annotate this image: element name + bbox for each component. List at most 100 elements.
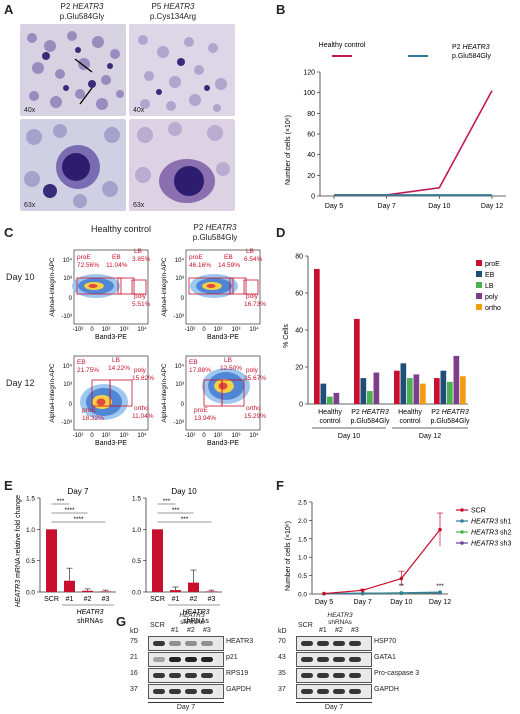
gate-label-EB: EB xyxy=(112,254,121,261)
e-sig-stars: **** xyxy=(64,507,75,514)
e-sig-stars: *** xyxy=(57,498,65,505)
flow-plot-hc10: 10⁴ 10³ 0 -10³ -10² 0 10² 10³ 10⁴ Band3-PE Alpha4-… xyxy=(49,248,151,341)
d-ytick-label: 20 xyxy=(295,365,303,372)
panel-b-chart: Healthy control P2 HEATR3 p.Glu584Gly Nu… xyxy=(285,42,506,210)
gate-label-ortho: 15.29% xyxy=(244,413,266,420)
d-bar-EB xyxy=(360,378,367,404)
d-legend-swatch xyxy=(476,282,482,288)
flow-xtick: 10⁴ xyxy=(249,432,259,439)
flow-xtick: -10² xyxy=(185,433,196,439)
b-ytick-label: 120 xyxy=(303,70,315,77)
f-xtick-label: Day 7 xyxy=(354,599,372,606)
blot-band xyxy=(317,689,329,694)
micrograph-p5-63x: 63x xyxy=(129,119,235,211)
gate-label-proE: 72.56% xyxy=(77,262,99,269)
gate-label-poly: 16.73% xyxy=(244,301,266,308)
e-ytick-label: 1.0 xyxy=(26,527,35,534)
b-ytick-label: 40 xyxy=(307,152,315,159)
e-subplot-title: Day 10 xyxy=(171,487,197,496)
blot-strip xyxy=(148,636,224,651)
gate-EB xyxy=(229,277,247,295)
blot-band xyxy=(169,689,181,694)
blot-band xyxy=(185,657,197,662)
blot-protein-label: GAPDH xyxy=(374,686,399,693)
blot-band xyxy=(349,689,361,694)
flow-ylabel: Alpha4-integrin-APC xyxy=(161,363,168,423)
d-bar-EB xyxy=(440,370,447,404)
blot-strip xyxy=(296,652,372,667)
flow-density-peak xyxy=(88,284,98,288)
d-legend-label: proE xyxy=(485,261,500,268)
gate-label-EB: EB xyxy=(189,359,198,366)
d-legend-label: ortho xyxy=(485,305,501,312)
d-bar-proE xyxy=(354,318,360,404)
blot-band xyxy=(201,689,213,694)
blot-band xyxy=(201,673,213,678)
gate-label-LB: LB xyxy=(112,357,120,364)
gate-label-proE: proE xyxy=(82,407,96,414)
blot-band xyxy=(333,641,345,646)
e-bar xyxy=(188,582,199,592)
d-bar-LB xyxy=(327,396,333,404)
d-group-label: P2 HEATR3 xyxy=(431,409,469,416)
f-ytick-label: 2.5 xyxy=(298,500,307,507)
flow-plot-p212: 10⁴ 10³ 0 -10³ -10² 0 10² 10³ 10⁴ Band3-PE Alpha4-… xyxy=(161,355,266,447)
panel-c-flow-plots: 10⁴ 10³ 0 -10³ -10² 0 10² 10³ 10⁴ Band3-PE Alpha4-… xyxy=(49,248,266,447)
panel-e-label: E xyxy=(4,478,13,493)
e-xtick-label: #3 xyxy=(208,596,216,603)
gate-label-proE: 13.94% xyxy=(194,415,216,422)
d-ytick-label: 40 xyxy=(295,328,303,335)
flow-xtick: 10⁴ xyxy=(249,326,259,333)
e-bar xyxy=(152,529,163,592)
panel-a-right-header: P5 HEATR3 p.Cys134Arg xyxy=(149,2,197,21)
blot-band xyxy=(301,689,313,694)
legend-p2: P2 HEATR3 p.Glu584Gly xyxy=(452,44,492,60)
gate-label-poly: poly xyxy=(246,367,259,374)
blot-mw-label: 70 xyxy=(278,638,286,645)
e-xtick-label: #2 xyxy=(84,596,92,603)
gate-label-proE: proE xyxy=(189,254,203,261)
d-bar-poly xyxy=(373,372,380,404)
d-group-label: Healthy xyxy=(398,409,422,416)
blot-footer: Day 7 xyxy=(296,702,372,711)
flow-plot-p210: 10⁴ 10³ 0 -10³ -10² 0 10² 10³ 10⁴ Band3-PE Alpha4-… xyxy=(161,248,266,341)
flow-xtick: -10² xyxy=(73,433,84,439)
blot-mw-label: 37 xyxy=(278,686,286,693)
e-sig-stars: *** xyxy=(181,516,189,523)
gate-LB xyxy=(109,379,133,407)
gate-label-EB: EB xyxy=(224,254,233,261)
e-ytick-label: 1.5 xyxy=(26,496,35,503)
d-bar-EB xyxy=(400,363,407,404)
gate-label-ortho: ortho xyxy=(246,405,261,412)
f-xtick-label: Day 12 xyxy=(429,599,451,606)
e-sig-stars: *** xyxy=(163,498,171,505)
flow-ytick: 10³ xyxy=(175,276,184,282)
flow-ytick: 10⁴ xyxy=(175,257,185,264)
flow-xtick: 10⁴ xyxy=(137,326,147,333)
micrograph-p2-63x: 63x xyxy=(20,119,126,211)
blot-gene-label: HEATR3 xyxy=(327,612,353,619)
gate-label-EB: 17.88% xyxy=(189,367,211,374)
blot-header: kD SCR HEATR3 shRNAs #1 #2 #3 xyxy=(128,612,268,636)
d-ytick-label: 0 xyxy=(299,402,303,409)
micrograph-p5-40x-cells xyxy=(138,35,227,112)
f-ytick-label: 0.0 xyxy=(298,592,307,599)
gate-label-EB: 14.59% xyxy=(218,262,240,269)
micrograph-p5-40x: 40x xyxy=(129,24,235,116)
gate-label-poly: poly xyxy=(134,293,147,300)
d-day-label: Day 12 xyxy=(419,433,441,440)
b-xtick-label: Day 7 xyxy=(378,203,396,210)
blot-lane-label: #1 xyxy=(319,627,327,634)
f-sig-stars: *** xyxy=(436,583,444,590)
blot-strip xyxy=(148,668,224,683)
panel-d-chart: % Cells 0 20 40 60 80 Healthy control P2 HEATR3… xyxy=(283,254,501,441)
blot-band xyxy=(185,673,197,678)
flow-xtick: 0 xyxy=(202,327,206,333)
flow-xtick: 10² xyxy=(214,433,223,439)
e-gene-label: HEATR3 xyxy=(182,609,209,616)
gate-label-poly: 5.51% xyxy=(132,301,151,308)
blot-protein-label: HSP70 xyxy=(374,638,397,645)
blot-lane-label: #2 xyxy=(335,627,343,634)
panel-b-ylabel: Number of cells (×10⁶) xyxy=(285,115,292,185)
blot-band xyxy=(317,641,329,646)
